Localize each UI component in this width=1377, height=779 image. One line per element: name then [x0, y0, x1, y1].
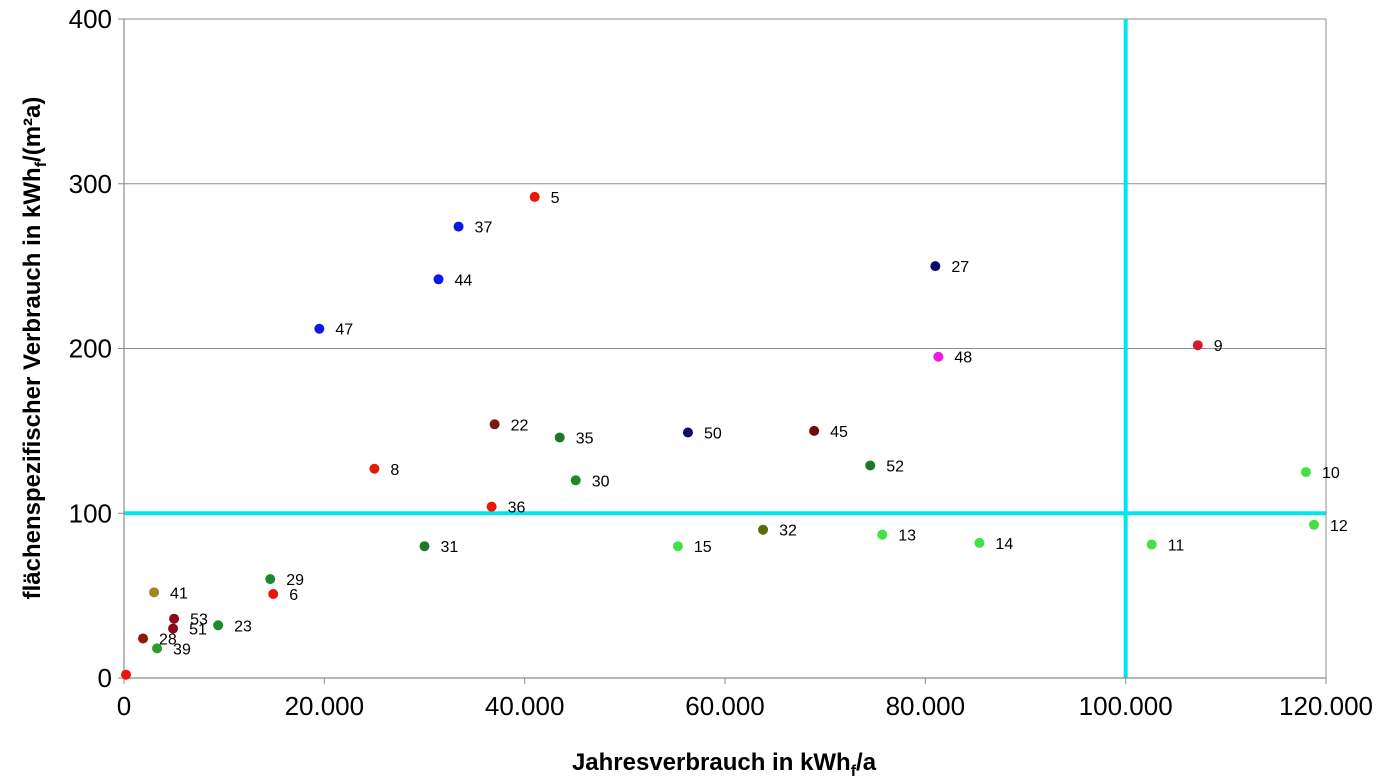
- point-label-14: 14: [995, 536, 1013, 553]
- x-tick-label: 120.000: [1279, 691, 1373, 721]
- x-axis-title-main: Jahresverbrauch in kWh: [572, 749, 851, 776]
- data-point-12: [1309, 520, 1319, 530]
- point-label-45: 45: [830, 424, 848, 441]
- y-tick-label: 400: [69, 4, 112, 34]
- x-axis-title: Jahresverbrauch in kWhf/a: [572, 749, 877, 779]
- y-tick-label: 100: [69, 498, 112, 528]
- data-point-9: [1193, 340, 1203, 350]
- data-point-14: [974, 538, 984, 548]
- data-point-29: [265, 574, 275, 584]
- data-point-35: [555, 432, 565, 442]
- data-point-36: [487, 502, 497, 512]
- point-label-23: 23: [234, 618, 252, 635]
- data-point-31: [420, 541, 430, 551]
- point-label-15: 15: [694, 539, 712, 556]
- x-tick-label: 60.000: [685, 691, 765, 721]
- y-tick-label: 300: [69, 169, 112, 199]
- point-label-31: 31: [441, 539, 459, 556]
- point-label-12: 12: [1330, 518, 1348, 535]
- point-label-30: 30: [592, 473, 610, 490]
- x-axis-title-suffix: /a: [856, 749, 877, 776]
- point-label-5: 5: [551, 190, 560, 207]
- point-label-27: 27: [951, 259, 969, 276]
- point-label-11: 11: [1168, 538, 1185, 555]
- data-point-44: [434, 274, 444, 284]
- point-label-8: 8: [390, 462, 399, 479]
- data-point-23: [213, 620, 223, 630]
- y-axis-title-suffix: /(m²a): [19, 97, 46, 162]
- point-label-9: 9: [1214, 338, 1223, 355]
- y-axis-title: flächenspezifischer Verbrauch in kWhf/(m…: [19, 97, 50, 600]
- point-label-10: 10: [1322, 465, 1340, 482]
- tick-labels: 0 100 200 300 400 0 20.000 40.000 60.000 80.000 10…: [69, 4, 1373, 721]
- point-label-51: 51: [189, 622, 207, 639]
- y-tick-label: 200: [69, 334, 112, 364]
- point-label-35: 35: [576, 430, 594, 447]
- data-point-10: [1301, 467, 1311, 477]
- point-label-32: 32: [779, 523, 797, 540]
- point-labels: 5 37 44 47 27 48 9 22 35 50 45 8 30 52 10 36 31 15 32 13 14 1…: [159, 190, 1348, 658]
- data-point: [121, 670, 131, 680]
- data-point-52: [865, 460, 875, 470]
- data-point-5: [530, 192, 540, 202]
- point-label-48: 48: [954, 350, 972, 367]
- point-label-52: 52: [886, 458, 904, 475]
- data-point-13: [877, 530, 887, 540]
- data-point-41: [149, 587, 159, 597]
- y-tick-label: 0: [98, 663, 112, 693]
- gridlines: [124, 19, 1326, 513]
- point-label-36: 36: [508, 500, 526, 517]
- data-point-30: [571, 475, 581, 485]
- data-point-50: [683, 428, 693, 438]
- x-tick-label: 20.000: [285, 691, 365, 721]
- point-label-44: 44: [455, 272, 473, 289]
- data-point-45: [809, 426, 819, 436]
- point-label-39: 39: [173, 641, 191, 658]
- point-label-22: 22: [511, 417, 529, 434]
- point-label-13: 13: [898, 528, 916, 545]
- data-point-32: [758, 525, 768, 535]
- x-tick-label: 0: [117, 691, 131, 721]
- x-tick-label: 100.000: [1079, 691, 1173, 721]
- data-point-48: [933, 352, 943, 362]
- data-point-37: [454, 222, 464, 232]
- point-label-50: 50: [704, 426, 722, 443]
- data-point-28: [138, 633, 148, 643]
- data-point-11: [1147, 540, 1157, 550]
- x-tick-label: 40.000: [485, 691, 565, 721]
- data-point-6: [268, 589, 278, 599]
- data-point-8: [369, 464, 379, 474]
- data-point-15: [673, 541, 683, 551]
- x-tick-label: 80.000: [886, 691, 966, 721]
- point-label-37: 37: [475, 220, 493, 237]
- data-point-27: [930, 261, 940, 271]
- data-point-47: [314, 324, 324, 334]
- point-label-47: 47: [335, 322, 353, 339]
- point-label-41: 41: [170, 585, 188, 602]
- point-label-6: 6: [289, 587, 298, 604]
- y-axis-title-main: flächenspezifischer Verbrauch in kWh: [19, 167, 46, 599]
- data-point-22: [490, 419, 500, 429]
- data-point-53: [169, 614, 179, 624]
